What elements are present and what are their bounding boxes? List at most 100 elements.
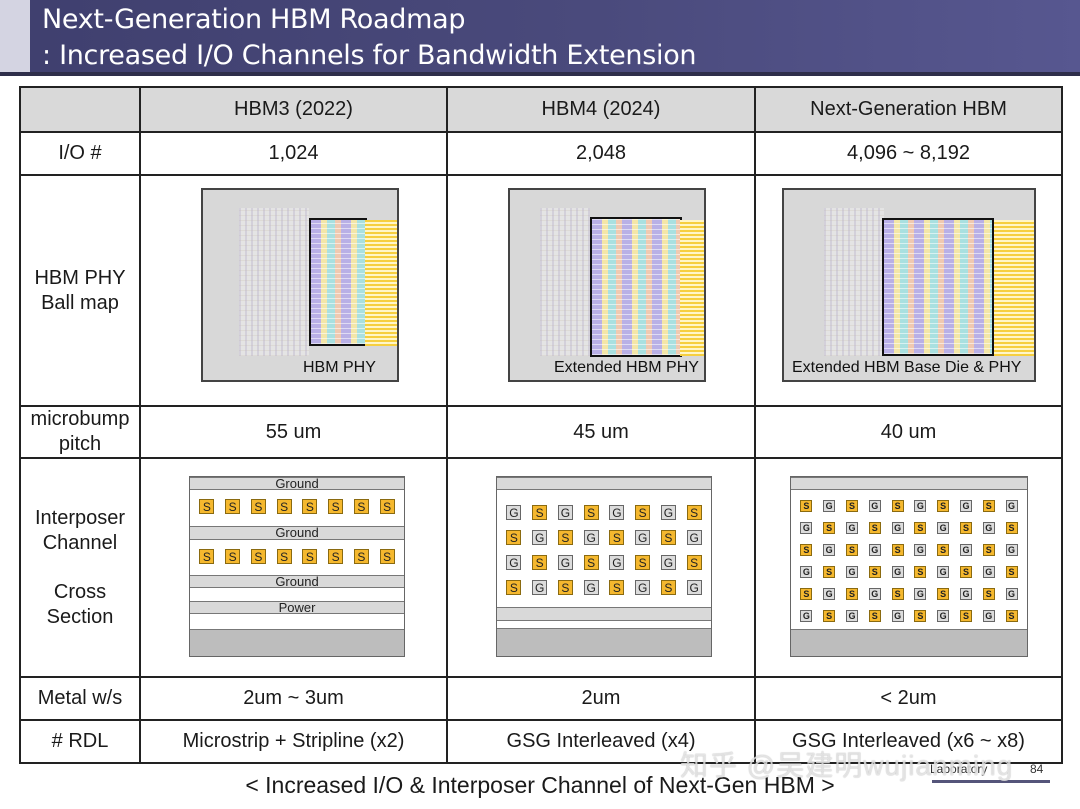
metal-nextgen: < 2um (754, 676, 1063, 721)
signal-pad: S (250, 549, 266, 564)
signal-pad: S (353, 549, 369, 564)
ground-pad: G (635, 580, 651, 595)
roadmap-table: HBM3 (2022) HBM4 (2024) Next-Generation … (19, 86, 1063, 764)
ballmap-nextgen-image: Extended HBM Base Die & PHY (782, 188, 1036, 382)
gsg-pad-row: S G S G S G S G S G (791, 588, 1027, 600)
signal-pad: S (686, 555, 702, 570)
ground-pad: G (891, 566, 904, 578)
xsec-nextgen-diagram: S G S G S G S G S G G S G (790, 476, 1028, 657)
rdl-hbm4: GSG Interleaved (x4) (446, 719, 756, 764)
ground-pad: G (868, 544, 881, 556)
signal-pad: S (937, 588, 950, 600)
signal-pad: S (557, 530, 573, 545)
ground-pad: G (583, 580, 599, 595)
row-label-rdl: # RDL (19, 719, 141, 764)
ground-pad: G (800, 610, 813, 622)
signal-pad: S (982, 588, 995, 600)
header-row: HBM3 (2022) HBM4 (2024) Next-Generation … (19, 86, 1063, 133)
phy-region-outline (882, 218, 994, 356)
ballmap-hbm3-image: HBM PHY (201, 188, 399, 382)
table-row-phy: HBM PHY Ball map HBM PHY Extended HBM PH (19, 174, 1063, 407)
signal-pad-row: S S S S S S S S (190, 549, 404, 564)
ballmap-core-area (824, 208, 884, 356)
signal-pad: S (225, 549, 241, 564)
phy-io-stripes (680, 220, 704, 356)
ground-pad: G (914, 500, 927, 512)
signal-pad: S (1005, 566, 1018, 578)
signal-pad: S (800, 500, 813, 512)
title-bar: Next-Generation HBM Roadmap : Increased … (0, 0, 1080, 72)
signal-pad: S (532, 505, 548, 520)
ground-pad: G (937, 566, 950, 578)
gsg-pad-row: G S G S G S G S (497, 555, 711, 570)
signal-pad: S (868, 522, 881, 534)
signal-pad: S (506, 580, 522, 595)
ground-pad: G (868, 588, 881, 600)
signal-pad: S (250, 499, 266, 514)
ground-pad: G (660, 555, 676, 570)
signal-pad: S (635, 555, 651, 570)
signal-pad: S (868, 566, 881, 578)
ground-pad: G (532, 580, 548, 595)
ground-pad: G (506, 555, 522, 570)
watermark-text: 知乎 @吴建明wujianming (680, 750, 1014, 781)
ballmap-core-area (540, 208, 590, 356)
signal-pad: S (635, 505, 651, 520)
signal-pad: S (891, 544, 904, 556)
top-ground-layer (497, 477, 711, 490)
signal-pad: S (959, 610, 972, 622)
signal-pad: S (845, 588, 858, 600)
rdl-nextgen: GSG Interleaved (x6 ~ x8) (754, 719, 1063, 764)
ground-pad: G (868, 500, 881, 512)
signal-pad: S (914, 610, 927, 622)
top-ground-layer (791, 477, 1027, 490)
signal-pad: S (959, 522, 972, 534)
phy-io-stripes (365, 220, 397, 346)
title-accent (0, 0, 30, 72)
gsg-pad-row: S G S G S G S G (497, 580, 711, 595)
gsg-pad-row: G S G S G S G S G S (791, 566, 1027, 578)
ground-pad: G (686, 580, 702, 595)
ballmap-hbm4-image: Extended HBM PHY (508, 188, 706, 382)
signal-pad: S (276, 549, 292, 564)
gsg-pad-row: G S G S G S G S G S (791, 610, 1027, 622)
ballmap-nextgen-caption: Extended HBM Base Die & PHY (790, 358, 1024, 378)
row-label-interposer-line3: Cross (53, 580, 107, 603)
signal-pad: S (914, 522, 927, 534)
signal-pad: S (959, 566, 972, 578)
signal-pad: S (868, 610, 881, 622)
ground-pad: G (937, 522, 950, 534)
ballmap-core-area (239, 208, 309, 356)
phy-io-stripes (994, 220, 1034, 356)
ground-pad: G (959, 500, 972, 512)
header-empty (19, 86, 141, 133)
substrate-layer (791, 629, 1027, 656)
signal-pad: S (609, 530, 625, 545)
ground-pad: G (660, 505, 676, 520)
xsec-nextgen-cell: S G S G S G S G S G G S G (754, 457, 1063, 678)
pitch-hbm4: 45 um (446, 405, 756, 459)
signal-pad-row: S S S S S S S S (190, 499, 404, 514)
header-hbm3: HBM3 (2022) (139, 86, 448, 133)
ground-pad: G (937, 610, 950, 622)
signal-pad: S (686, 505, 702, 520)
signal-pad: S (225, 499, 241, 514)
signal-pad: S (199, 549, 215, 564)
signal-pad: S (328, 549, 344, 564)
io-hbm3: 1,024 (139, 131, 448, 176)
figure-caption: < Increased I/O & Interposer Channel of … (245, 772, 835, 798)
signal-pad: S (845, 500, 858, 512)
table-row-rdl: # RDL Microstrip + Stripline (x2) GSG In… (19, 719, 1063, 764)
ground-pad: G (1005, 588, 1018, 600)
ground-layer: Ground (190, 477, 404, 490)
ground-pad: G (982, 522, 995, 534)
signal-pad: S (823, 566, 836, 578)
row-label-pitch-line2: pitch (58, 433, 102, 455)
gsg-pad-row: S G S G S G S G S G (791, 500, 1027, 512)
row-label-phy-line2: Ball map (41, 291, 119, 314)
signal-pad: S (891, 500, 904, 512)
ground-pad: G (532, 530, 548, 545)
signal-pad: S (800, 544, 813, 556)
signal-pad: S (302, 499, 318, 514)
signal-pad: S (609, 580, 625, 595)
